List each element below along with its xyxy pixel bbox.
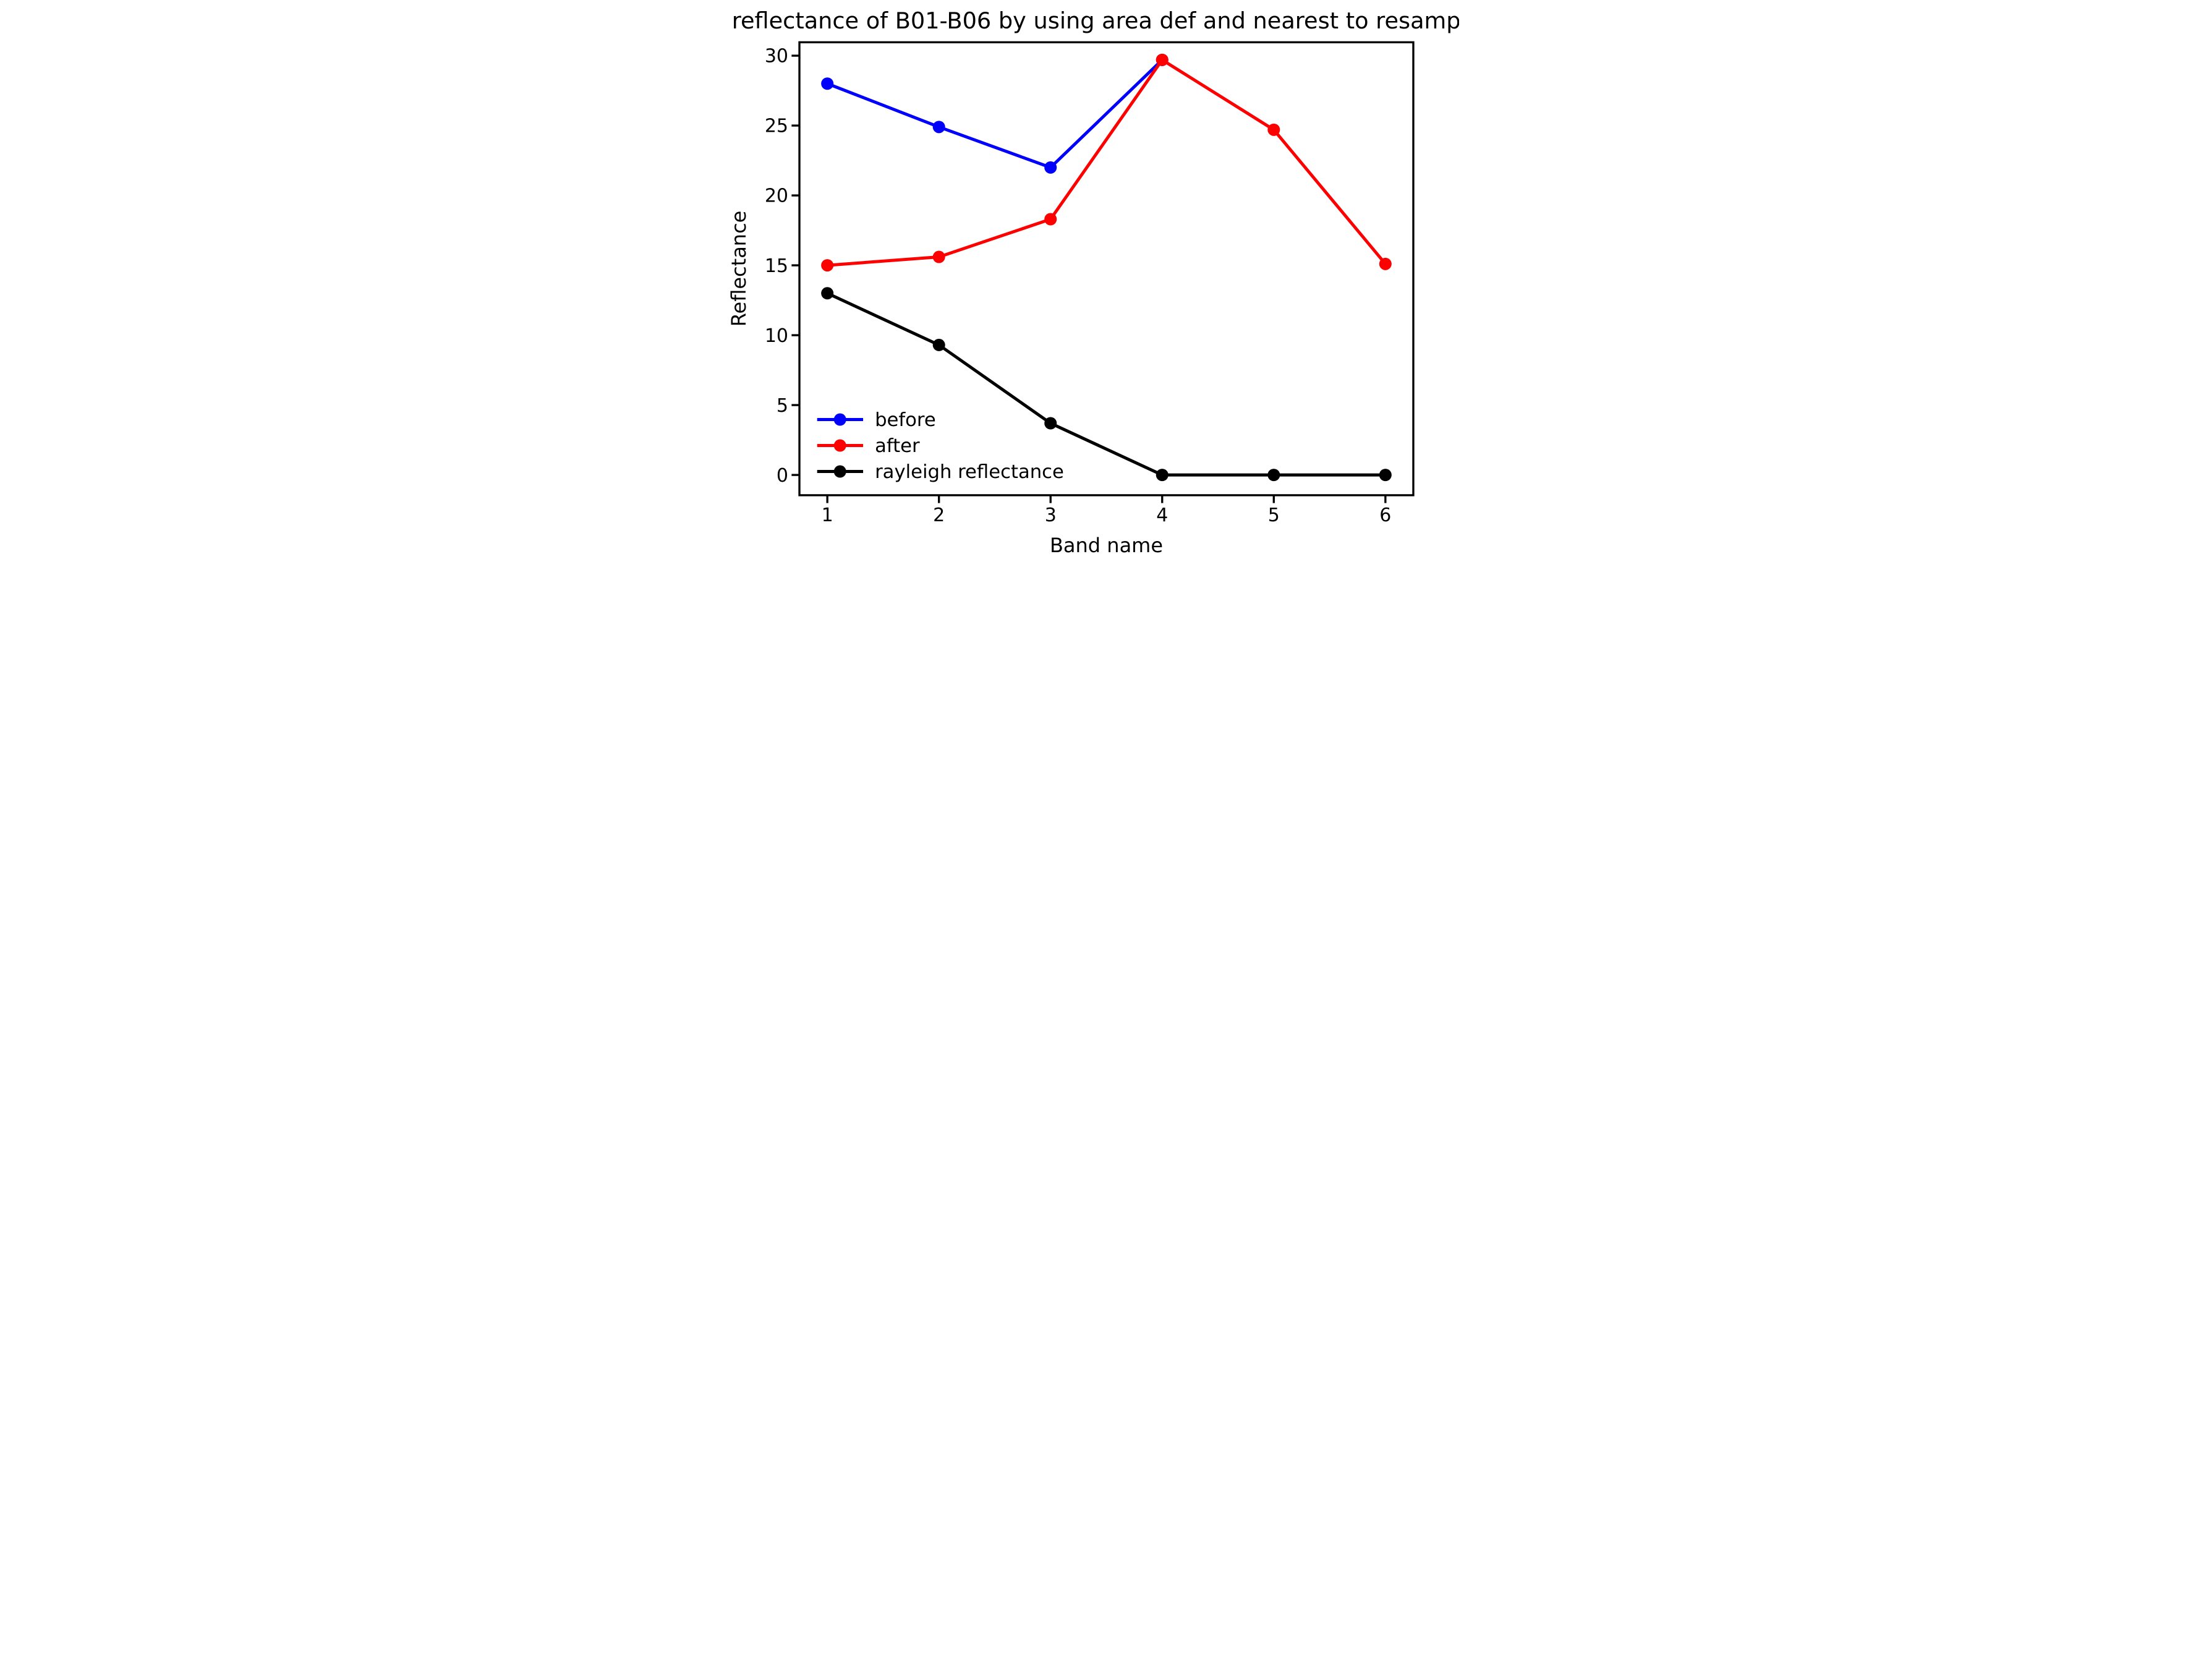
series-line-rayleigh-reflectance (825, 291, 1387, 477)
x-tick-label: 5 (1267, 505, 1279, 526)
y-tick-label: 25 (764, 116, 788, 137)
plot-frame (798, 41, 1415, 497)
series-marker-after (1379, 257, 1392, 270)
series-line-after (825, 58, 1387, 267)
legend-label: before (875, 409, 936, 431)
x-tick-label: 2 (933, 505, 945, 526)
series-marker-before (820, 77, 833, 90)
y-tick-label: 0 (776, 465, 788, 487)
legend-handle-marker (833, 439, 846, 452)
data-series (820, 53, 1392, 482)
series-marker-rayleigh-reflectance (932, 338, 945, 351)
series-marker-after (1156, 53, 1168, 66)
series-marker-rayleigh-reflectance (1044, 417, 1057, 430)
y-tick-label: 15 (764, 255, 788, 277)
legend-label: after (875, 435, 920, 457)
series-marker-before (1044, 161, 1057, 174)
line-chart: reflectance of B01-B06 by using area def… (729, 0, 1459, 560)
series-marker-after (1267, 123, 1280, 136)
series-marker-after (932, 250, 945, 263)
legend-label: rayleigh reflectance (875, 461, 1064, 483)
series-marker-rayleigh-reflectance (1379, 469, 1392, 482)
legend: before after rayleigh reflectance (817, 409, 1063, 483)
axis-tick-labels: 1 2 3 4 5 6 0 5 10 15 20 25 30 (764, 46, 1391, 526)
legend-handle-marker (833, 413, 846, 426)
x-tick-label: 3 (1044, 505, 1056, 526)
x-tick-label: 1 (821, 505, 833, 526)
x-axis-label: Band name (1049, 534, 1162, 557)
series-marker-rayleigh-reflectance (1156, 469, 1168, 482)
series-marker-rayleigh-reflectance (1267, 469, 1280, 482)
y-tick-label: 30 (764, 46, 788, 67)
series-marker-before (932, 121, 945, 134)
series-marker-after (820, 259, 833, 272)
series-line-before (825, 58, 1164, 169)
x-tick-label: 6 (1379, 505, 1391, 526)
legend-handle-marker (833, 465, 846, 478)
series-marker-rayleigh-reflectance (820, 287, 833, 300)
y-tick-label: 20 (764, 185, 788, 207)
axis-ticks (791, 54, 1387, 503)
y-tick-label: 10 (764, 325, 788, 347)
figure: reflectance of B01-B06 by using area def… (729, 0, 1459, 560)
chart-title: reflectance of B01-B06 by using area def… (731, 7, 1458, 34)
y-tick-label: 5 (776, 395, 788, 417)
series-marker-after (1044, 213, 1057, 226)
x-tick-label: 4 (1156, 505, 1168, 526)
y-axis-label: Reflectance (730, 211, 751, 327)
